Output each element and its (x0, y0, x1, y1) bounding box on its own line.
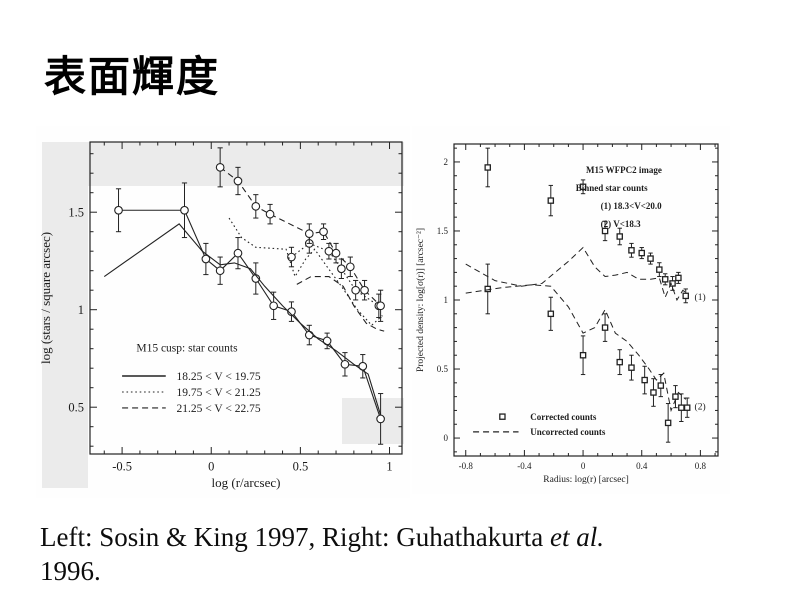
svg-text:0.4: 0.4 (636, 461, 648, 471)
point-label: (1) (695, 292, 706, 303)
caption-etal: et al. (549, 522, 604, 552)
axis-ticks (90, 142, 402, 454)
caption: Left: Sosin & King 1997, Right: Guhathak… (40, 521, 780, 589)
page-title: 表面輝度 (44, 52, 221, 101)
svg-text:log (r/arcsec): log (r/arcsec) (212, 475, 281, 490)
legend-text: M15 WFPC2 image Binned star counts (1) 18.… (576, 165, 662, 229)
axis-labels: -0.5 0 0.5 1 0.5 1 1.5 log (r/arcsec) log (stars… (38, 205, 393, 490)
svg-text:1: 1 (78, 303, 84, 317)
point-label: (2) (695, 401, 706, 412)
svg-text:(2): (2) (695, 401, 706, 412)
series-corrected-counts-1 (484, 147, 689, 304)
svg-text:(1) 18.3<V<20.0: (1) 18.3<V<20.0 (601, 201, 663, 211)
svg-text:-0.4: -0.4 (517, 461, 532, 471)
svg-text:Binned star counts: Binned star counts (576, 183, 648, 193)
legend-bottom: Corrected counts Uncorrected counts (473, 412, 606, 437)
axis-labels: -0.8 -0.4 0 0.4 0.8 0 0.5 1 1.5 2 Radius: log(r) [… (415, 157, 707, 485)
svg-text:18.25 < V < 19.75: 18.25 < V < 19.75 (176, 371, 260, 383)
svg-text:0.5: 0.5 (68, 400, 84, 414)
svg-text:Corrected counts: Corrected counts (530, 412, 597, 422)
caption-line2: 1996. (40, 555, 101, 586)
right-chart-guhathakurta: -0.8 -0.4 0 0.4 0.8 0 0.5 1 1.5 2 Radius: log(r) [… (412, 126, 730, 494)
svg-text:-0.8: -0.8 (459, 461, 474, 471)
left-chart-sosin-king: -0.5 0 0.5 1 0.5 1 1.5 log (r/arcsec) log (stars… (36, 126, 410, 498)
series-faint-model (296, 276, 385, 332)
svg-text:Projected density: log[σ(r)] [: Projected density: log[σ(r)] [arcsec⁻²] (415, 228, 426, 372)
series-uncorrected-counts-1 (465, 246, 689, 302)
svg-text:0.8: 0.8 (695, 461, 707, 471)
svg-text:0.5: 0.5 (293, 460, 309, 474)
svg-text:1.5: 1.5 (437, 226, 449, 236)
svg-text:-0.5: -0.5 (112, 460, 132, 474)
series-uncorrected-counts-2 (465, 284, 687, 413)
series-bright-model (103, 223, 382, 416)
svg-text:M15 cusp: star counts: M15 cusp: star counts (136, 343, 238, 355)
plot-frame (89, 141, 403, 455)
axis-ticks (454, 144, 718, 456)
svg-text:(1): (1) (695, 292, 706, 303)
svg-text:Radius: log(r) [arcsec]: Radius: log(r) [arcsec] (543, 474, 628, 485)
scan-artifacts (42, 142, 404, 488)
legend: M15 cusp: star counts 18.25 < V < 19.75 19… (122, 343, 261, 415)
svg-text:0: 0 (581, 461, 586, 471)
svg-text:log (stars / square arcsec): log (stars / square arcsec) (38, 232, 53, 364)
svg-text:M15 WFPC2 image: M15 WFPC2 image (586, 165, 662, 175)
series-bright-counts (114, 182, 385, 445)
series-intermediate-counts (287, 233, 384, 318)
svg-text:0: 0 (444, 433, 449, 443)
svg-text:1: 1 (386, 460, 392, 474)
svg-text:21.25 < V < 22.75: 21.25 < V < 22.75 (176, 403, 260, 415)
series-faint-counts (215, 147, 385, 322)
svg-text:Uncorrected counts: Uncorrected counts (530, 427, 606, 437)
series-corrected-counts-2 (484, 263, 691, 443)
caption-line1: Left: Sosin & King 1997, Right: Guhathak… (40, 522, 550, 552)
svg-text:19.75 < V < 21.25: 19.75 < V < 21.25 (176, 387, 260, 399)
svg-text:1: 1 (444, 295, 449, 305)
svg-text:0.5: 0.5 (437, 364, 449, 374)
svg-text:1.5: 1.5 (68, 205, 84, 219)
svg-text:0: 0 (208, 460, 214, 474)
svg-text:(2) V<18.3: (2) V<18.3 (601, 219, 641, 229)
svg-text:2: 2 (444, 157, 449, 167)
